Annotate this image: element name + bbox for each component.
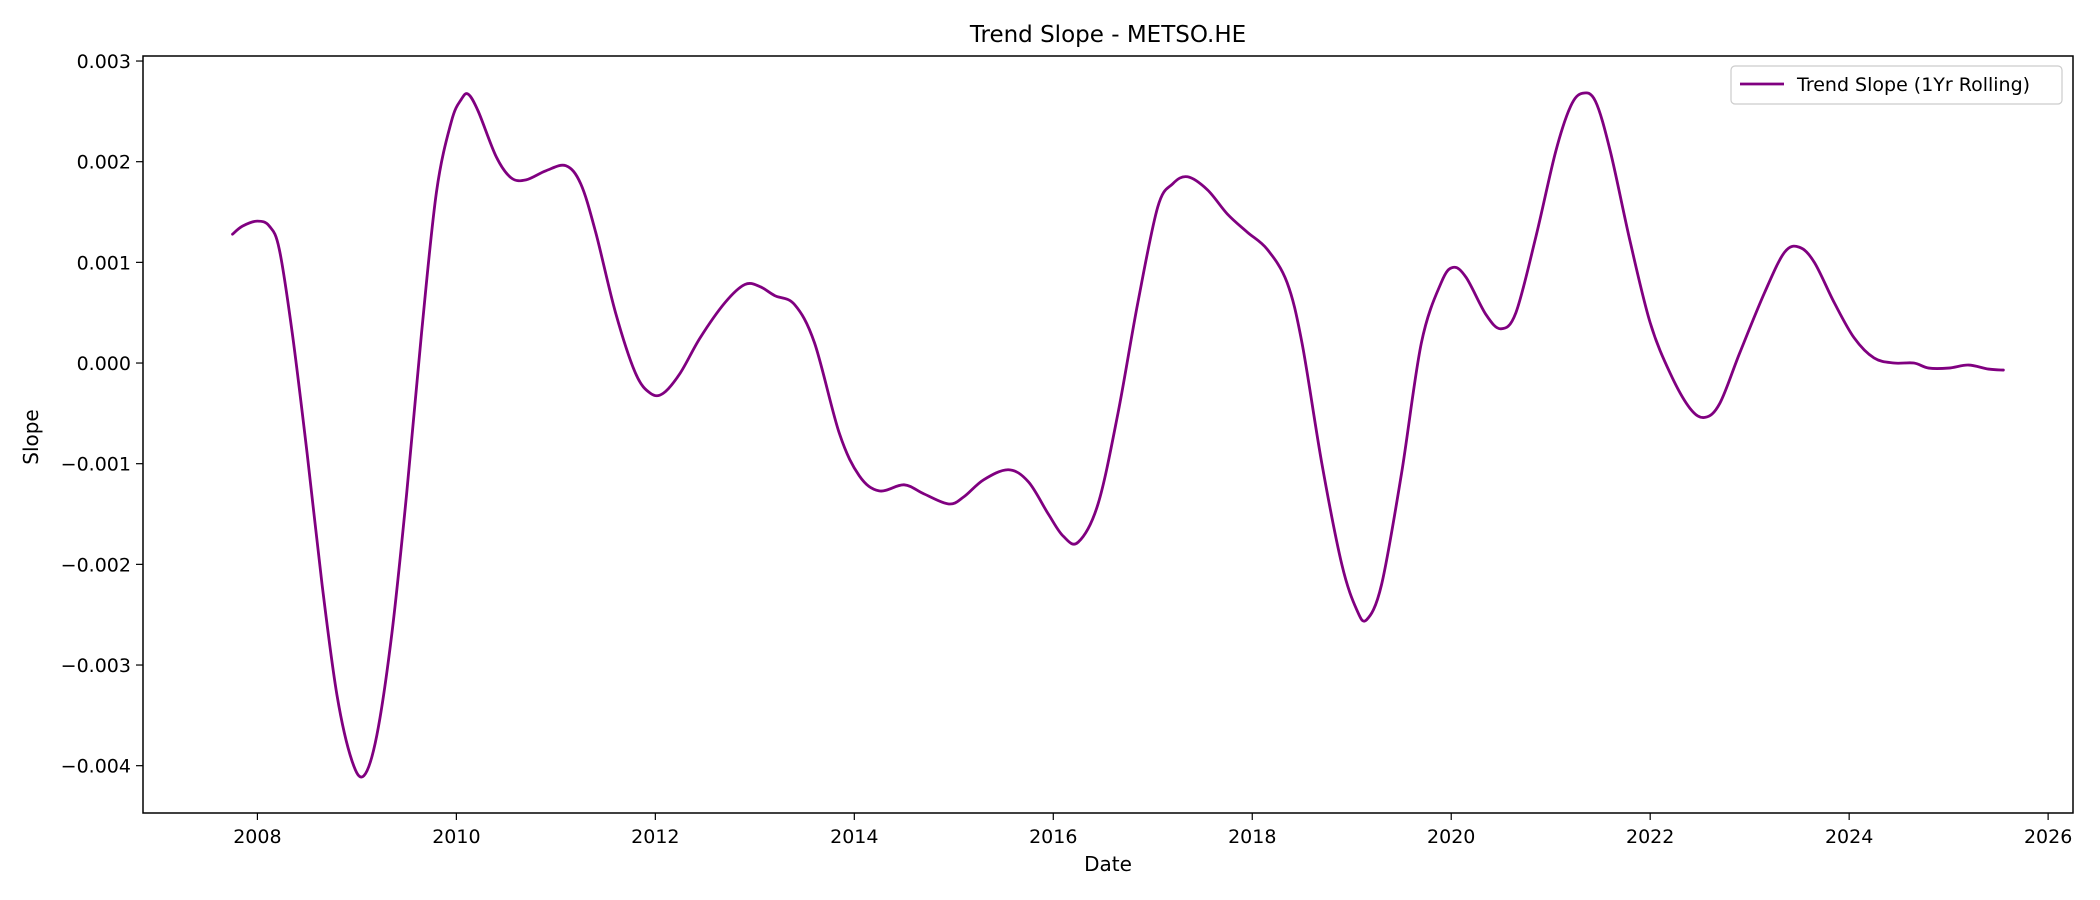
x-tick-label: 2026 [2024,826,2072,848]
y-tick-label: 0.000 [77,353,131,375]
y-tick-label: −0.002 [61,554,131,576]
x-axis-title: Date [1084,852,1132,876]
y-tick-label: 0.003 [77,51,131,73]
x-axis: 2008 2010 2012 2014 2016 2018 2020 2022 2024 2026 [233,813,2072,848]
x-tick-label: 2008 [233,826,281,848]
y-tick-label: 0.002 [77,152,131,174]
x-tick-label: 2010 [432,826,480,848]
y-tick-label: 0.001 [77,252,131,274]
chart-title: Trend Slope - METSO.HE [969,22,1246,48]
y-axis: 0.003 0.002 0.001 0.000 −0.001 −0.002 −0.003 −0… [61,51,143,778]
series-line-0 [231,91,2005,779]
y-tick-label: −0.004 [61,756,131,778]
legend: Trend Slope (1Yr Rolling) [1730,65,2063,105]
x-tick-label: 2024 [1825,826,1873,848]
x-tick-label: 2016 [1029,826,1077,848]
x-tick-label: 2022 [1626,826,1674,848]
y-tick-label: −0.003 [61,655,131,677]
plot-area [231,91,2005,779]
legend-box [1730,65,2063,105]
x-tick-label: 2014 [830,826,878,848]
legend-entry-label: Trend Slope (1Yr Rolling) [1796,74,2030,96]
y-axis-title: Slope [19,409,43,465]
x-tick-label: 2020 [1427,826,1475,848]
x-tick-label: 2012 [631,826,679,848]
y-tick-label: −0.001 [61,454,131,476]
x-tick-label: 2018 [1228,826,1276,848]
plot-frame [142,55,2074,814]
